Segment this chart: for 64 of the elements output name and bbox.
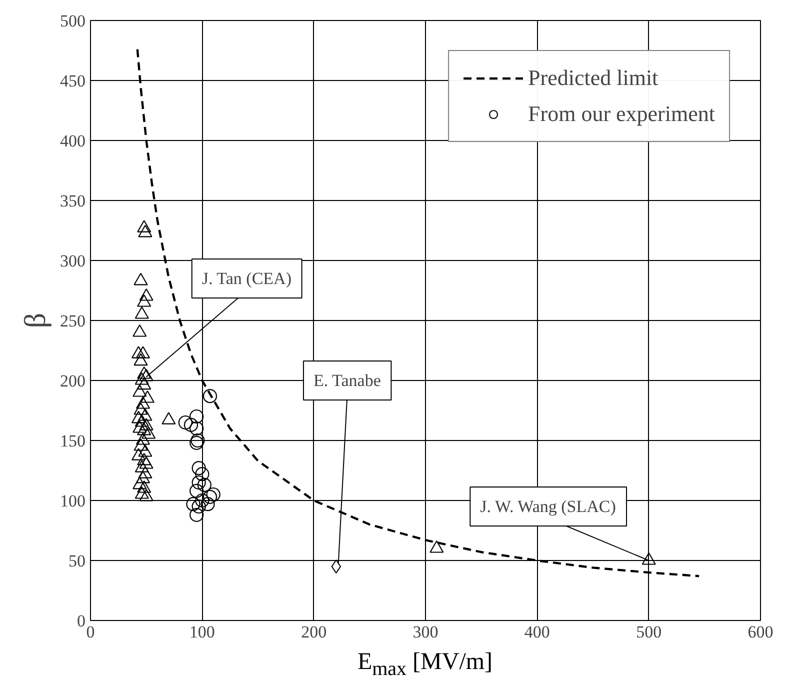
annotation: E. Tanabe — [313, 371, 381, 390]
annotation: J. Tan (CEA) — [202, 269, 292, 288]
y-tick-label: 50 — [68, 552, 86, 570]
x-tick-label: 500 — [636, 622, 662, 642]
point — [139, 488, 154, 502]
point — [137, 220, 152, 232]
point — [642, 552, 656, 565]
point — [137, 366, 152, 379]
x-tick-label: 400 — [524, 622, 550, 642]
y-tick-label: 400 — [60, 132, 86, 150]
point — [136, 432, 150, 445]
point — [138, 224, 152, 238]
point — [139, 368, 154, 382]
point — [134, 272, 148, 286]
point — [132, 384, 147, 397]
point — [132, 324, 147, 337]
point — [139, 456, 154, 469]
x-tick-label: 600 — [748, 622, 774, 642]
point — [142, 426, 156, 439]
y-tick-label: 200 — [60, 372, 86, 390]
point — [134, 414, 149, 427]
point — [134, 402, 148, 415]
point — [430, 540, 444, 553]
y-tick-label: 350 — [60, 192, 86, 210]
point — [134, 438, 148, 451]
y-axis-title: β — [19, 312, 52, 328]
point — [139, 288, 154, 301]
y-tick-label: 300 — [60, 252, 86, 270]
point — [131, 410, 146, 424]
y-tick-label: 450 — [60, 72, 86, 90]
y-tick-label: 500 — [60, 12, 86, 30]
point — [132, 476, 147, 490]
point — [138, 444, 152, 457]
legend-label: Predicted limit — [528, 65, 658, 91]
point — [140, 390, 154, 403]
point — [139, 418, 154, 430]
point — [131, 448, 146, 460]
point — [134, 486, 149, 499]
point — [137, 294, 152, 307]
point — [162, 412, 176, 424]
x-tick-label: 100 — [189, 622, 215, 642]
point — [137, 377, 152, 390]
y-tick-label: 150 — [60, 432, 86, 450]
point — [134, 353, 148, 366]
annotation: J. W. Wang (SLAC) — [480, 497, 616, 516]
point — [132, 420, 147, 433]
point — [137, 480, 152, 493]
x-tick-label: 300 — [412, 622, 438, 642]
point — [134, 372, 149, 385]
y-tick-label: 250 — [60, 312, 86, 330]
point — [134, 306, 149, 319]
x-tick-label: 200 — [301, 622, 327, 642]
point — [137, 452, 152, 466]
point — [137, 422, 152, 436]
point — [138, 408, 152, 421]
point — [134, 460, 149, 472]
y-tick-label: 100 — [60, 492, 86, 510]
point — [136, 346, 150, 358]
point — [131, 346, 146, 358]
point — [138, 466, 152, 478]
legend-label: From our experiment — [528, 101, 715, 127]
point — [136, 396, 150, 409]
x-axis-title: E$_{max}$ [MV/m] — [357, 648, 493, 682]
point — [136, 470, 150, 484]
